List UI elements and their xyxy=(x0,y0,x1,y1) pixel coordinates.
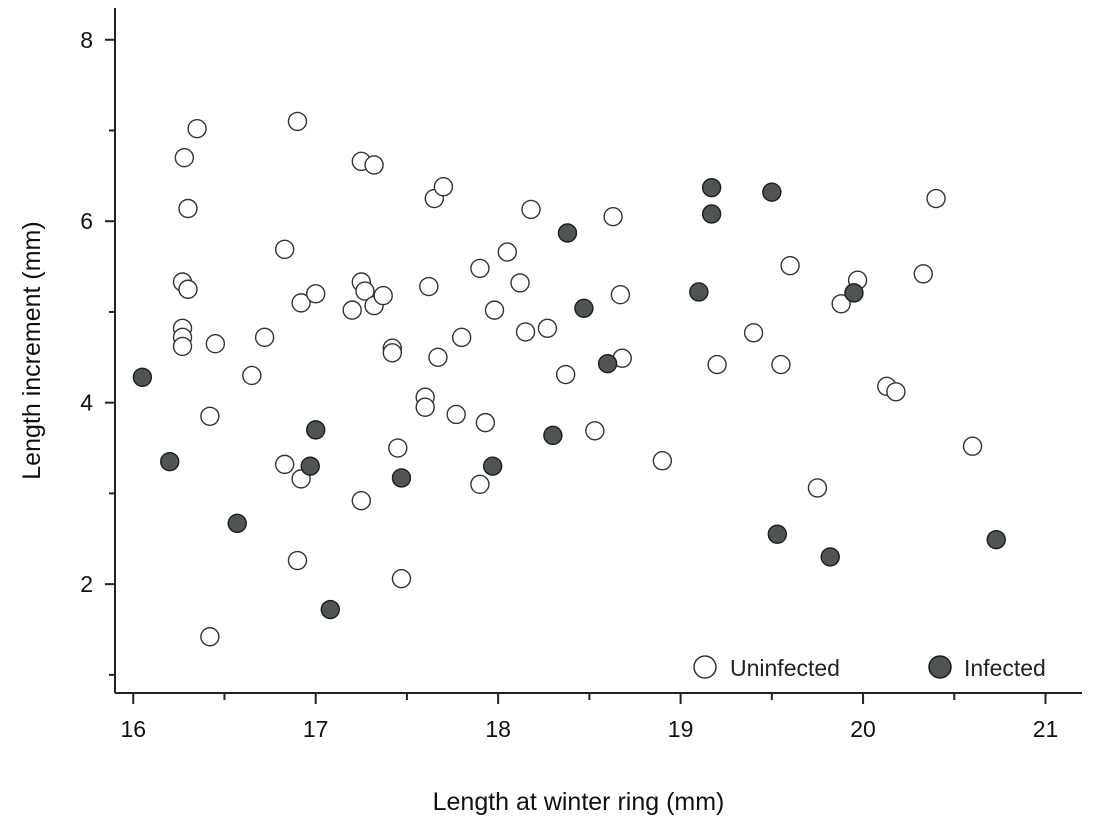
infected-point xyxy=(132,367,153,387)
uninfected-point xyxy=(291,293,311,313)
uninfected-point xyxy=(382,343,403,363)
uninfected-point xyxy=(555,364,576,385)
uninfected-point xyxy=(652,451,673,471)
uninfected-point xyxy=(470,474,490,495)
y-tick-label: 4 xyxy=(80,390,93,416)
legend-marker-uninfected xyxy=(693,655,717,679)
uninfected-point xyxy=(287,111,308,132)
uninfected-point xyxy=(355,281,375,301)
x-tick-label: 21 xyxy=(1033,716,1059,742)
legend: Uninfected Infected xyxy=(693,655,1046,681)
uninfected-point xyxy=(537,318,558,338)
uninfected-point xyxy=(962,436,983,456)
uninfected-point xyxy=(707,354,727,375)
uninfected-point xyxy=(603,206,623,227)
uninfected-point xyxy=(415,397,435,417)
x-tick-label: 16 xyxy=(120,716,146,742)
infected-point xyxy=(820,547,840,567)
uninfected-point xyxy=(475,412,496,433)
y-tick-label: 6 xyxy=(80,208,93,234)
y-axis-title: Length increment (mm) xyxy=(18,221,46,479)
y-tick-label: 8 xyxy=(80,27,93,53)
uninfected-point xyxy=(391,568,412,589)
uninfected-point xyxy=(364,155,384,175)
uninfected-point xyxy=(521,199,541,220)
uninfected-point xyxy=(446,404,466,425)
infected-point xyxy=(701,177,722,198)
axes: 2 4 6 8 16 17 18 19 20 21 xyxy=(80,8,1082,742)
uninfected-point xyxy=(178,198,198,219)
uninfected-point xyxy=(913,264,933,284)
infected-point xyxy=(300,456,320,476)
legend-label-infected: Infected xyxy=(964,655,1046,681)
uninfected-point xyxy=(172,336,193,357)
uninfected-point xyxy=(497,242,517,262)
uninfected-point xyxy=(926,188,946,209)
uninfected-point xyxy=(419,276,439,297)
infected-point xyxy=(305,420,326,440)
series-infected xyxy=(132,177,1006,620)
uninfected-point xyxy=(205,333,226,354)
infected-point xyxy=(391,468,412,488)
uninfected-point xyxy=(515,322,536,342)
uninfected-point xyxy=(351,490,372,511)
uninfected-point xyxy=(242,365,262,386)
x-tick-label: 20 xyxy=(850,716,876,742)
uninfected-point xyxy=(254,327,275,348)
uninfected-point xyxy=(780,255,800,276)
uninfected-point xyxy=(428,347,448,368)
y-ticks: 2 4 6 8 xyxy=(80,27,115,676)
uninfected-point xyxy=(886,382,906,402)
infected-point xyxy=(762,182,782,202)
uninfected-point xyxy=(451,327,472,348)
legend-marker-infected xyxy=(928,655,952,679)
uninfected-point xyxy=(200,406,220,426)
legend-label-uninfected: Uninfected xyxy=(730,655,840,681)
uninfected-point xyxy=(484,300,505,320)
infected-point xyxy=(986,529,1006,550)
uninfected-point xyxy=(831,294,851,314)
data-points xyxy=(132,111,1006,647)
uninfected-point xyxy=(510,273,530,293)
uninfected-point xyxy=(610,285,631,305)
uninfected-point xyxy=(388,438,408,458)
series-uninfected xyxy=(172,111,983,647)
infected-point xyxy=(227,513,247,534)
uninfected-point xyxy=(305,284,326,304)
uninfected-point xyxy=(433,177,454,197)
infected-point xyxy=(597,353,618,374)
x-tick-label: 19 xyxy=(668,716,694,742)
uninfected-point xyxy=(178,279,198,299)
infected-point xyxy=(844,283,864,303)
uninfected-point xyxy=(373,285,393,306)
uninfected-point xyxy=(342,300,362,320)
uninfected-point xyxy=(200,627,220,647)
y-tick-label: 2 xyxy=(80,571,93,597)
uninfected-point xyxy=(807,478,828,498)
uninfected-point xyxy=(585,421,605,441)
infected-point xyxy=(320,599,340,620)
uninfected-point xyxy=(287,550,308,571)
uninfected-point xyxy=(174,148,195,168)
x-tick-label: 18 xyxy=(485,716,511,742)
infected-point xyxy=(543,425,563,446)
x-axis-title: Length at winter ring (mm) xyxy=(433,788,725,816)
infected-point xyxy=(557,223,578,243)
infected-point xyxy=(160,451,180,472)
infected-point xyxy=(574,298,594,319)
infected-point xyxy=(767,524,788,544)
uninfected-point xyxy=(470,258,490,279)
x-ticks: 16 17 18 19 20 21 xyxy=(120,693,1058,742)
uninfected-point xyxy=(743,323,764,343)
uninfected-point xyxy=(771,354,791,375)
infected-point xyxy=(482,456,503,476)
uninfected-point xyxy=(274,239,295,260)
infected-point xyxy=(689,282,709,302)
x-tick-label: 17 xyxy=(303,716,329,742)
uninfected-point xyxy=(274,454,295,475)
uninfected-point xyxy=(187,118,207,139)
infected-point xyxy=(701,204,722,224)
